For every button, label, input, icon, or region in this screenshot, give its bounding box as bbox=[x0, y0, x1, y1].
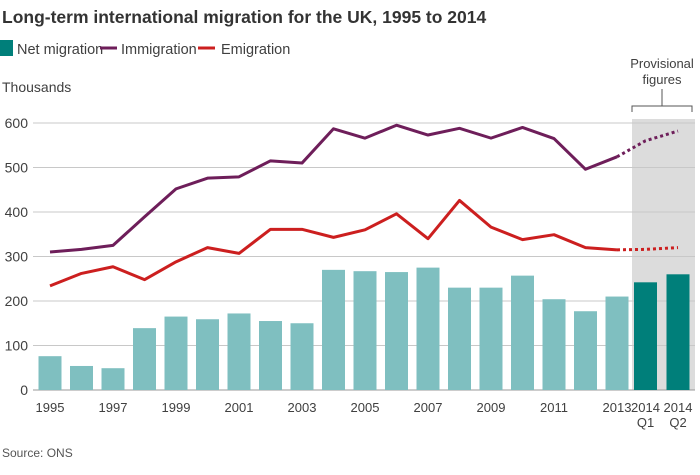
x-tick-label: 1999 bbox=[162, 400, 191, 415]
legend: Net migration Immigration Emigration bbox=[0, 40, 290, 58]
y-tick-label: 100 bbox=[5, 338, 29, 354]
bar-net-migration bbox=[385, 272, 408, 390]
y-tick-label: 300 bbox=[5, 249, 29, 265]
bar-net-migration bbox=[133, 328, 156, 390]
x-tick-label: Q2 bbox=[669, 415, 686, 430]
x-tick-label: 2003 bbox=[288, 400, 317, 415]
x-tick-label: 2013 bbox=[603, 400, 632, 415]
chart-title: Long-term international migration for th… bbox=[2, 7, 487, 27]
y-tick-label: 200 bbox=[5, 293, 29, 309]
line-immigration-provisional bbox=[616, 129, 679, 159]
provisional-label-line1: Provisional bbox=[630, 56, 694, 71]
bar-net-migration bbox=[196, 319, 219, 390]
y-tick-label: 500 bbox=[5, 160, 29, 176]
x-tick-label: 2005 bbox=[351, 400, 380, 415]
x-tick-label: 2001 bbox=[225, 400, 254, 415]
bar-net-migration bbox=[290, 323, 314, 390]
legend-net-migration-swatch bbox=[0, 40, 13, 56]
bar-net-migration bbox=[448, 287, 471, 390]
source-note: Source: ONS bbox=[2, 446, 73, 460]
bar-net-migration bbox=[416, 267, 440, 390]
bar-net-migration bbox=[101, 368, 125, 390]
x-tick-label: 1995 bbox=[36, 400, 65, 415]
bar-net-migration bbox=[542, 299, 566, 390]
y-axis-label: Thousands bbox=[2, 79, 71, 95]
line-immigration bbox=[49, 123, 618, 254]
provisional-annotation: Provisional figures bbox=[630, 56, 694, 112]
legend-emigration-label: Emigration bbox=[221, 42, 290, 58]
bar-net-migration bbox=[227, 313, 251, 390]
bar-net-migration bbox=[666, 274, 690, 390]
x-tick-label: 2007 bbox=[414, 400, 443, 415]
x-tick-label: 2014 bbox=[664, 400, 693, 415]
bar-net-migration bbox=[70, 365, 93, 390]
bar-net-migration bbox=[511, 275, 534, 390]
bar-net-migration bbox=[164, 316, 188, 390]
line-emigration bbox=[49, 198, 618, 288]
bar-net-migration bbox=[605, 296, 629, 390]
x-tick-label: 1997 bbox=[99, 400, 128, 415]
legend-immigration-label: Immigration bbox=[121, 42, 197, 58]
provisional-bracket bbox=[631, 89, 693, 112]
bar-net-migration bbox=[322, 269, 345, 390]
bar-net-migration bbox=[634, 282, 657, 390]
y-tick-label: 600 bbox=[5, 115, 29, 131]
y-tick-label: 400 bbox=[5, 204, 29, 220]
x-tick-label: 2011 bbox=[540, 400, 568, 415]
x-tick-label: Q1 bbox=[637, 415, 654, 430]
bar-net-migration bbox=[259, 321, 282, 390]
bar-net-migration bbox=[38, 356, 62, 390]
x-tick-label: 2009 bbox=[477, 400, 506, 415]
x-tick-label: 2014 bbox=[631, 400, 660, 415]
line-emigration-provisional bbox=[616, 246, 679, 252]
y-tick-label: 0 bbox=[20, 382, 28, 398]
provisional-label-line2: figures bbox=[642, 72, 682, 87]
bar-net-migration bbox=[479, 287, 503, 390]
bar-net-migration bbox=[574, 311, 597, 390]
legend-net-migration-label: Net migration bbox=[17, 42, 103, 58]
bar-net-migration bbox=[353, 271, 377, 390]
